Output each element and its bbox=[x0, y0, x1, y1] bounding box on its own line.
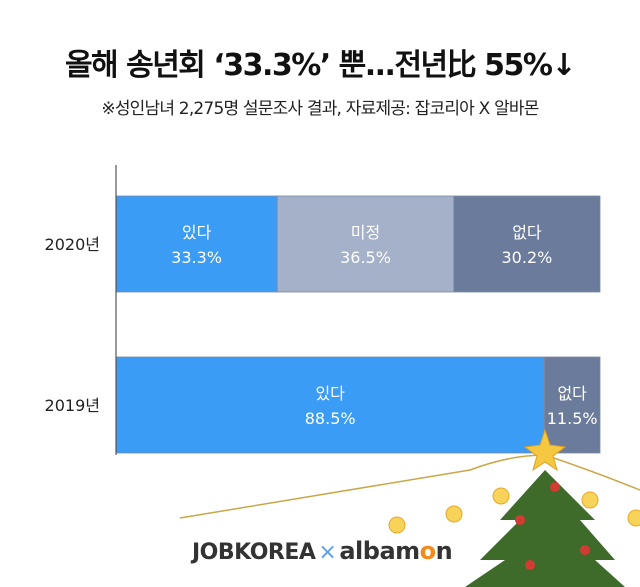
segment-name-label: 있다 bbox=[182, 223, 212, 242]
albamon-logo: albamon bbox=[339, 537, 452, 565]
segment-value-label: 30.2% bbox=[502, 248, 553, 267]
albamon-logo-a: albam bbox=[339, 537, 420, 565]
brand-logo: JOBKOREA × albamon bbox=[192, 537, 453, 565]
segment-value-label: 33.3% bbox=[171, 248, 222, 267]
segment-value-label: 36.5% bbox=[340, 248, 391, 267]
segment-value-label: 11.5% bbox=[547, 409, 598, 428]
albamon-logo-n: n bbox=[435, 537, 453, 565]
chart-title: 올해 송년회 ‘33.3%’ 뿐...전년比 55%↓ bbox=[64, 48, 577, 83]
chart-subtitle: ※성인남녀 2,275명 설문조사 결과, 자료제공: 잡코리아 X 알바몬 bbox=[101, 99, 539, 119]
segment-name-label: 미정 bbox=[351, 223, 380, 242]
segment-name-label: 있다 bbox=[315, 384, 345, 403]
bar-segment bbox=[276, 195, 455, 293]
christmas-tree-icon bbox=[179, 428, 640, 587]
segment-name-label: 없다 bbox=[512, 223, 542, 242]
jobkorea-logo: JOBKOREA bbox=[192, 540, 316, 565]
segment-value-label: 88.5% bbox=[305, 409, 356, 428]
segment-name-label: 없다 bbox=[557, 384, 587, 403]
logo-separator: × bbox=[318, 540, 337, 565]
albamon-logo-o: o bbox=[419, 537, 437, 565]
bar-segment bbox=[453, 195, 601, 293]
category-label: 2020년 bbox=[45, 235, 100, 254]
category-label: 2019년 bbox=[45, 396, 100, 415]
bar-segment bbox=[115, 356, 545, 454]
bar-segment bbox=[543, 356, 601, 454]
bar-segment bbox=[115, 195, 278, 293]
